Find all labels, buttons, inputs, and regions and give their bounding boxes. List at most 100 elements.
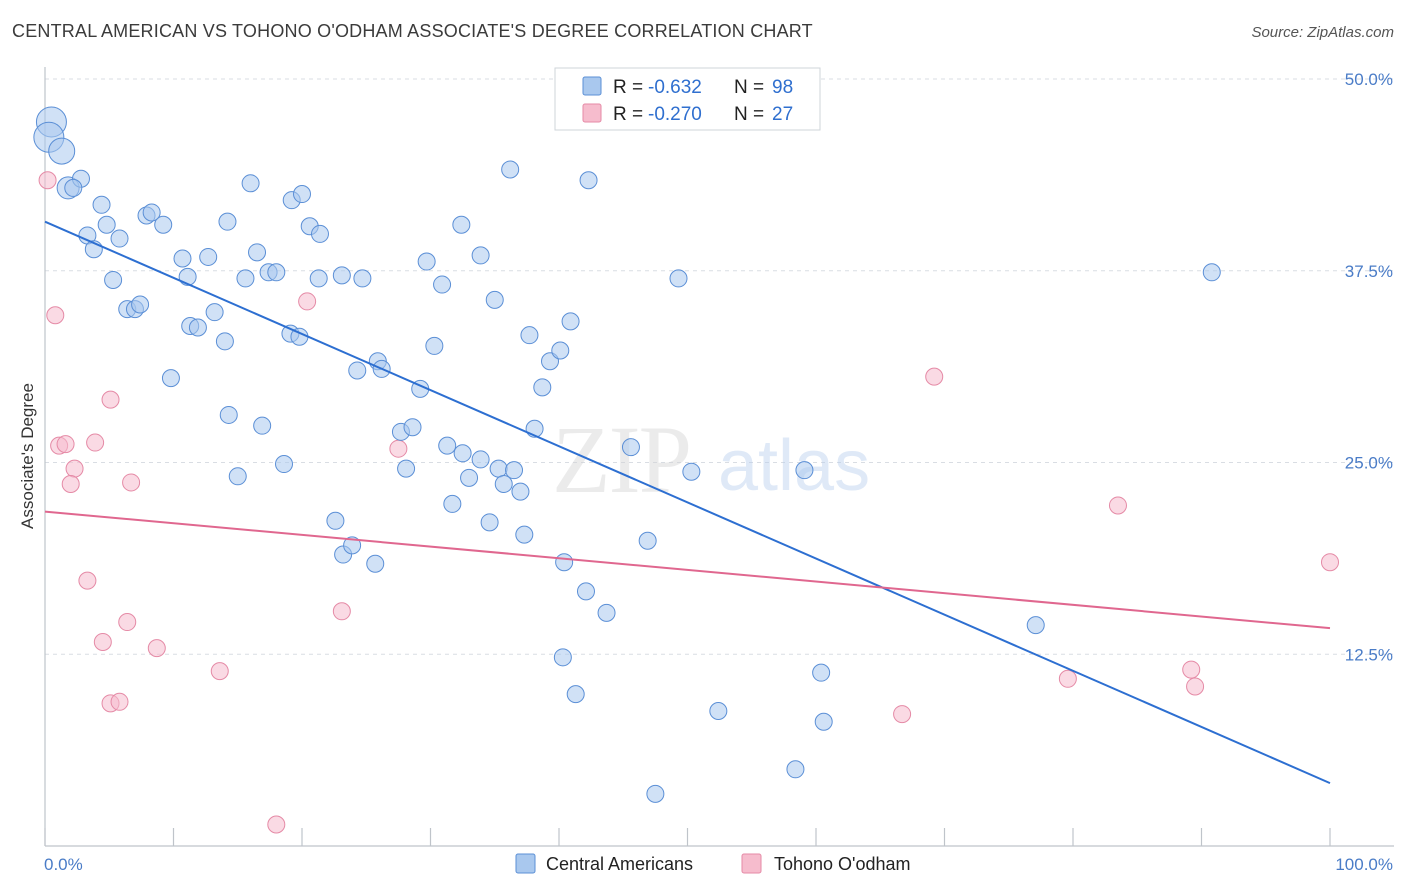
y-tick-label: 50.0% — [1345, 70, 1393, 89]
legend-n-value-2: 27 — [772, 104, 793, 125]
data-point — [122, 473, 141, 492]
data-point — [110, 692, 129, 711]
data-point — [188, 318, 207, 337]
data-point — [460, 468, 479, 487]
data-point — [566, 685, 585, 704]
data-point — [925, 367, 944, 386]
data-point — [1108, 496, 1127, 515]
trend-line-central-american — [44, 220, 1331, 785]
data-point — [520, 326, 539, 345]
data-point — [485, 290, 504, 309]
data-point — [501, 160, 520, 179]
legend-r-value-2: -0.270 — [648, 104, 702, 125]
data-point — [86, 433, 105, 452]
data-point — [579, 171, 598, 190]
data-point — [505, 461, 524, 480]
data-point — [597, 603, 616, 622]
legend-r-value-1: -0.632 — [648, 77, 702, 98]
data-point — [515, 525, 534, 544]
legend-top: R = -0.632 N = 98 R = -0.270 N = 27 — [554, 67, 821, 131]
data-point — [471, 450, 490, 469]
data-point — [494, 474, 513, 493]
data-point — [553, 648, 572, 667]
data-point — [178, 267, 197, 286]
data-point — [236, 269, 255, 288]
data-point — [343, 536, 362, 555]
chart-source: Source: ZipAtlas.com — [1251, 24, 1394, 41]
data-point — [511, 482, 530, 501]
y-axis-label: Associate's Degree — [18, 383, 37, 529]
y-tick-label: 37.5% — [1345, 262, 1393, 281]
bottom-legend-swatch-pink — [741, 853, 762, 874]
data-point — [533, 378, 552, 397]
data-point — [93, 632, 112, 651]
trend-line-tohono — [44, 510, 1331, 630]
bottom-legend-label-2: Tohono O'odham — [774, 854, 911, 874]
data-point — [795, 461, 814, 480]
axes: 12.5% 25.0% 37.5% 50.0% 0.0% 100.0% — [44, 67, 1394, 874]
trend-lines — [44, 220, 1331, 785]
data-point — [205, 303, 224, 322]
data-point — [309, 269, 328, 288]
data-point — [353, 269, 372, 288]
data-point — [161, 369, 180, 388]
data-point — [46, 306, 65, 325]
data-point — [555, 553, 574, 572]
data-point — [348, 361, 367, 380]
data-point — [332, 266, 351, 285]
data-point — [154, 215, 173, 234]
data-point — [403, 418, 422, 437]
data-point — [646, 784, 665, 803]
data-point — [332, 602, 351, 621]
data-point — [78, 571, 97, 590]
data-point — [669, 269, 688, 288]
watermark-zip: ZIP — [552, 406, 690, 513]
legend-n-label-1: N = — [734, 77, 764, 98]
data-point — [397, 459, 416, 478]
legend-bottom: Central Americans Tohono O'odham — [515, 853, 911, 874]
data-point — [366, 554, 385, 573]
data-point — [147, 639, 166, 658]
data-point — [215, 332, 234, 351]
data-point — [438, 436, 457, 455]
data-point — [1026, 616, 1045, 635]
data-point — [709, 702, 728, 721]
data-point — [64, 178, 83, 197]
legend-swatch-blue — [582, 76, 602, 96]
data-point — [61, 474, 80, 493]
data-point — [621, 438, 640, 457]
data-point — [173, 249, 192, 268]
x-tick-label-min: 0.0% — [44, 855, 83, 874]
data-point — [298, 292, 317, 311]
data-point — [1202, 263, 1221, 282]
data-point — [210, 662, 229, 681]
legend-n-value-1: 98 — [772, 77, 793, 98]
data-point — [682, 462, 701, 481]
data-point — [228, 467, 247, 486]
data-point — [310, 224, 329, 243]
tohono-points — [38, 171, 1339, 834]
data-point — [199, 247, 218, 266]
data-point — [814, 712, 833, 731]
data-point — [142, 203, 161, 222]
data-point — [452, 215, 471, 234]
data-point — [267, 263, 286, 282]
data-point — [253, 416, 272, 435]
data-point — [1058, 669, 1077, 688]
data-point — [48, 137, 76, 165]
data-point — [326, 511, 345, 530]
data-point — [38, 171, 57, 190]
data-point — [433, 275, 452, 294]
data-point — [576, 582, 595, 601]
data-point — [56, 435, 75, 454]
chart-title: CENTRAL AMERICAN VS TOHONO O'ODHAM ASSOC… — [12, 21, 813, 41]
data-point — [219, 405, 238, 424]
data-point — [1186, 677, 1205, 696]
data-point — [443, 494, 462, 513]
data-point — [248, 243, 267, 262]
bottom-legend-swatch-blue — [515, 853, 536, 874]
central-american-points — [33, 106, 1221, 803]
watermark: ZIP atlas — [552, 406, 870, 513]
data-point — [1182, 660, 1201, 679]
